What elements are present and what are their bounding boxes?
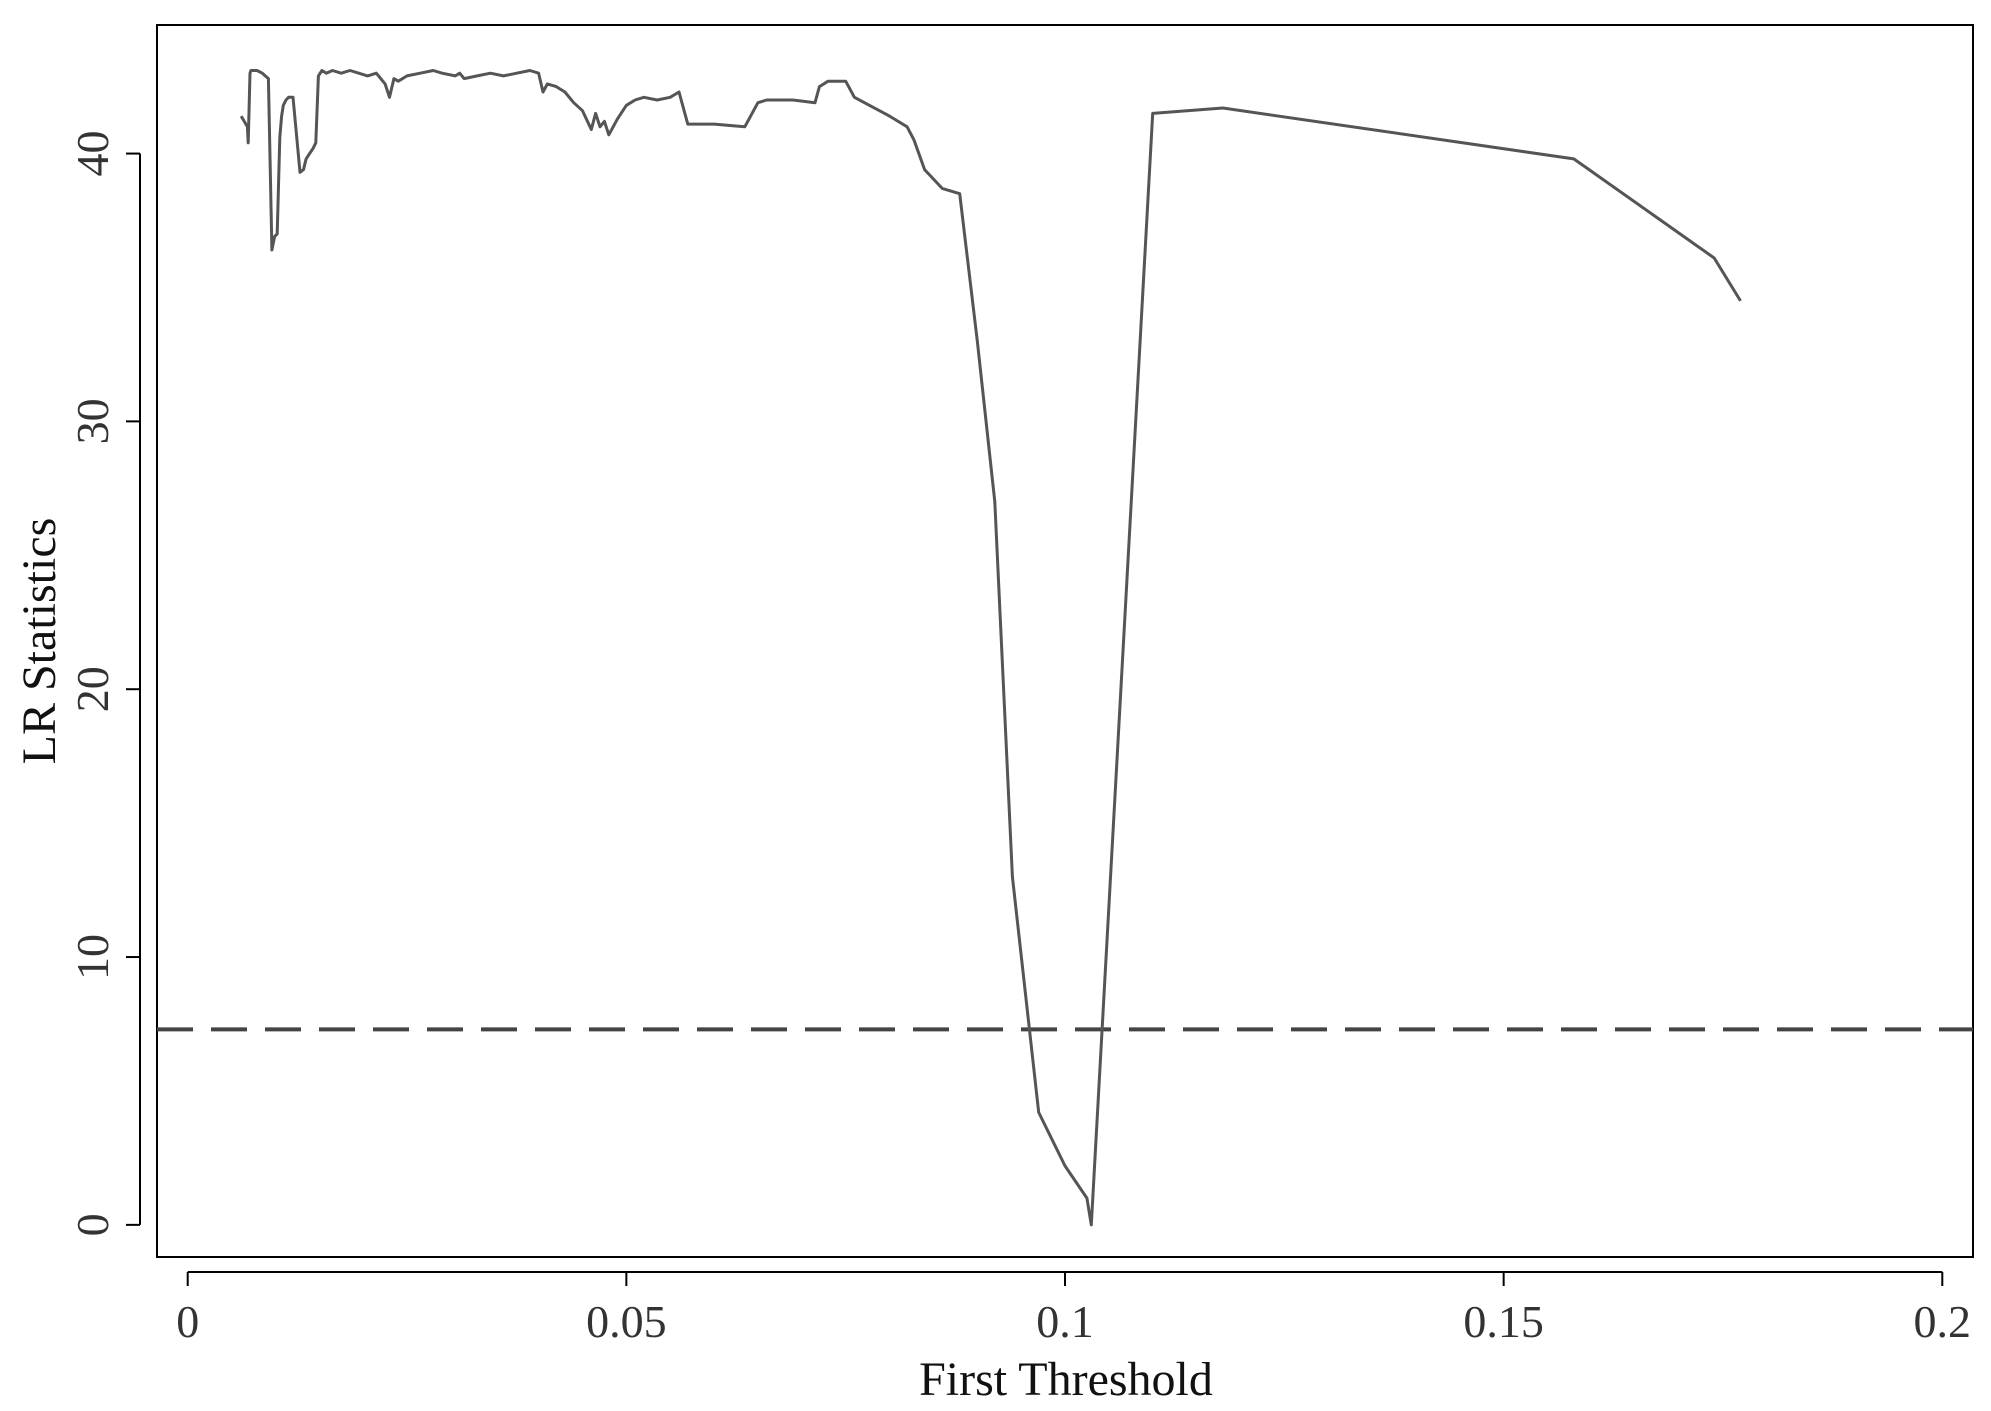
y-tick-label: 10 <box>67 934 118 980</box>
y-tick-label: 40 <box>67 131 118 177</box>
y-tick-label: 30 <box>67 398 118 444</box>
x-tick-label: 0.15 <box>1463 1296 1544 1347</box>
x-tick-label: 0 <box>176 1296 199 1347</box>
x-axis: 0 0.05 0.1 0.15 0.2 <box>176 1271 1972 1347</box>
lr-statistic-series-line <box>239 69 1742 1227</box>
y-tick-label: 20 <box>67 666 118 712</box>
x-tick-label: 0.1 <box>1036 1296 1094 1347</box>
x-tick-label: 0.2 <box>1914 1296 1972 1347</box>
y-axis-title: LR Statistics <box>13 518 66 765</box>
x-tick-label: 0.05 <box>586 1296 667 1347</box>
y-axis: 0 10 20 30 40 <box>67 131 141 1236</box>
y-tick-label: 0 <box>67 1213 118 1236</box>
plot-frame <box>156 24 1974 1258</box>
x-axis-title: First Threshold <box>919 1353 1213 1406</box>
